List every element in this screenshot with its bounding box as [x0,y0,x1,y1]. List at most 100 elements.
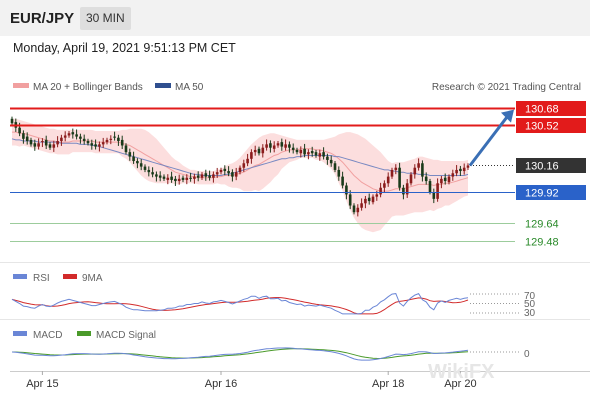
candle-body [405,183,409,195]
level-tag-130.16 [516,158,586,173]
candle-body [356,207,360,213]
candle-body [208,175,211,178]
timeframe-badge[interactable]: 30 MIN [80,7,131,30]
rsi-level-30: 30 [524,308,536,319]
top-bar: EUR/JPY 30 MIN [0,0,590,36]
candle-body [284,144,287,148]
candle-body [295,149,299,153]
candle-body [25,136,29,142]
candle-body [345,185,348,195]
candle-body [101,142,105,145]
candle-body [310,151,314,154]
candle-body [265,144,268,148]
candle-body [443,177,447,182]
candle-body [352,205,356,213]
candle-body [261,147,265,154]
candle-body [455,169,458,174]
candle-body [204,173,208,177]
candle-body [98,144,101,147]
candle-body [314,152,318,156]
candle-body [193,176,196,179]
candle-body [436,183,439,199]
rsi-line [11,292,469,315]
level-label-129.64: 129.64 [525,219,559,231]
candle-body [242,163,246,168]
candle-body [291,147,295,150]
candle-body [10,118,14,124]
candle-body [238,167,242,173]
candle-body [272,145,276,149]
candle-body [174,178,177,182]
candle-body [185,177,189,180]
candle-body [79,136,82,139]
candle-body [151,172,154,175]
candle-body [56,141,59,145]
candle-body [223,168,227,172]
candle-body [398,167,401,188]
macd-zero-label: 0 [524,349,530,360]
candle-body [466,165,470,168]
x-tick-label: Apr 15 [26,378,58,390]
candle-body [379,187,382,195]
candle-body [253,149,257,153]
candle-body [18,127,21,134]
candle-body [333,163,337,170]
candle-body [158,175,162,178]
macd-signal-legend-swatch [77,331,91,336]
macd-plot [11,347,520,361]
candle-body [318,153,322,157]
level-label-129.48: 129.48 [525,237,559,249]
candle-body [462,167,466,172]
x-tick-label: Apr 16 [205,378,237,390]
candle-body [417,163,420,168]
candle-body [181,177,185,180]
candle-body [367,197,371,202]
macd-legend-swatch [13,331,27,336]
candle-body [196,175,200,178]
candle-body [219,169,223,173]
candle-body [402,187,405,195]
candle-body [375,194,379,197]
candle-body [22,133,25,139]
candle-body [136,161,139,164]
rsi-plot [11,292,520,315]
candle-body [41,141,44,143]
level-label-130.68: 130.68 [525,104,559,116]
candle-body [75,134,78,137]
candle-body [170,176,173,180]
candle-body [215,172,219,175]
candle-body [322,152,325,157]
rsi-ma-legend-label: 9MA [82,273,103,284]
instrument-title: EUR/JPY [10,10,75,27]
bollinger-legend-label: MA 20 + Bollinger Bands [33,82,143,93]
candle-body [124,145,128,153]
candle-body [177,178,181,182]
ma50-legend-label: MA 50 [175,82,204,93]
price-levels: 130.68 130.52 130.16 129.92 129.64 129.48 [10,101,586,249]
candle-body [200,174,204,178]
candle-body [128,152,132,157]
level-tag-129.92 [516,185,586,200]
candle-body [67,133,71,136]
x-tick-label: Apr 20 [444,378,476,390]
candle-body [109,138,113,140]
candle-body [432,192,436,199]
level-label-129.92: 129.92 [525,188,559,200]
macd-legend-label: MACD [33,330,62,341]
candle-body [383,183,386,188]
candle-body [364,198,367,204]
macd-signal-legend-label: MACD Signal [96,330,156,341]
candle-body [280,142,284,147]
candle-body [139,163,143,167]
candle-body [94,144,97,147]
rsi-level-50: 50 [524,299,536,310]
candle-body [82,138,86,142]
candle-body [337,169,341,177]
candle-body [120,139,124,146]
macd-line [11,347,469,361]
candle-body [303,148,306,155]
candle-body [212,174,215,178]
candle-body [227,171,230,174]
price-plot [10,116,470,233]
